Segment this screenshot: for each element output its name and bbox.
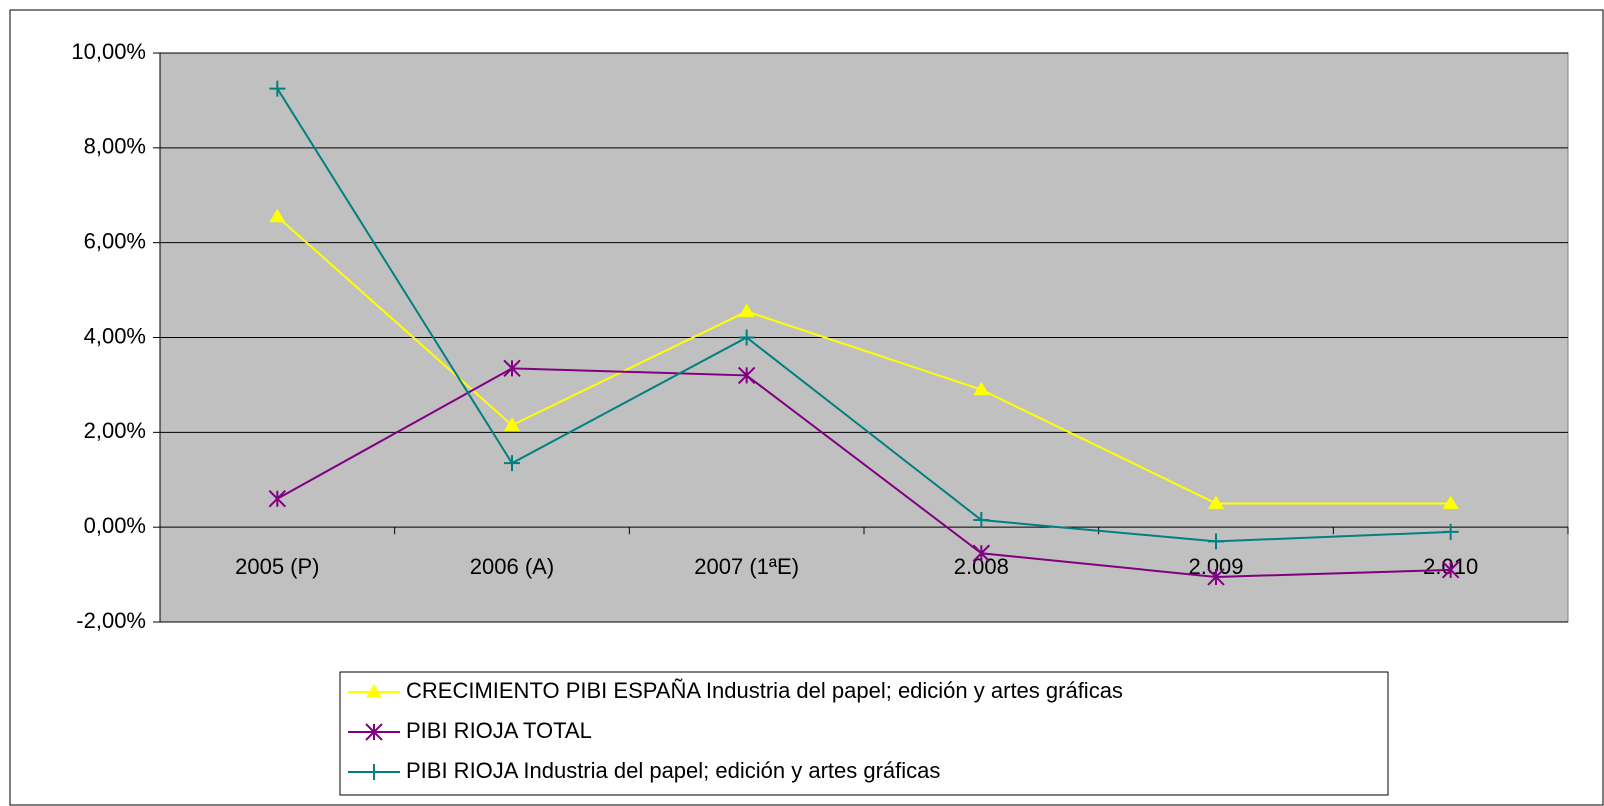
y-tick-label: 6,00% <box>84 228 146 253</box>
y-tick-label: 4,00% <box>84 323 146 348</box>
legend-label: PIBI RIOJA TOTAL <box>406 718 592 743</box>
x-tick-label: 2006 (A) <box>470 554 554 579</box>
marker <box>269 208 286 223</box>
marker <box>504 455 520 472</box>
marker <box>1442 523 1459 540</box>
marker <box>365 723 383 741</box>
marker <box>1441 561 1460 579</box>
marker <box>504 417 520 431</box>
marker <box>366 684 382 698</box>
marker <box>268 490 287 508</box>
marker <box>269 80 286 97</box>
y-tick-label: 10,00% <box>71 39 146 64</box>
marker <box>973 512 990 529</box>
y-tick-label: 0,00% <box>84 513 146 538</box>
marker <box>366 764 382 780</box>
marker <box>738 329 755 346</box>
x-tick-label: 2007 (1ªE) <box>694 554 799 579</box>
y-tick-label: 8,00% <box>84 134 146 159</box>
legend-label: PIBI RIOJA Industria del papel; edición … <box>406 758 940 783</box>
marker <box>1207 568 1225 586</box>
legend-box <box>339 671 1389 796</box>
marker <box>738 303 755 318</box>
marker <box>1208 495 1224 510</box>
legend-label: CRECIMIENTO PIBI ESPAÑA Industria del pa… <box>406 678 1123 703</box>
marker <box>503 359 521 378</box>
marker <box>972 544 991 562</box>
x-tick-label: 2005 (P) <box>235 554 319 579</box>
marker <box>1208 533 1224 550</box>
y-tick-label: -2,00% <box>76 608 146 633</box>
series-line <box>276 367 1451 578</box>
marker <box>1442 495 1459 510</box>
y-tick-label: 2,00% <box>84 418 146 443</box>
marker <box>737 366 756 385</box>
marker <box>973 381 990 396</box>
series-line <box>276 88 1451 543</box>
